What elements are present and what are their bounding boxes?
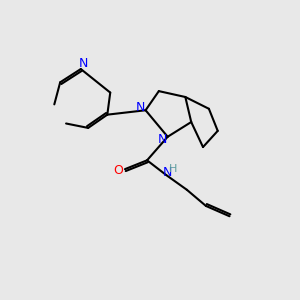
Text: N: N [136,101,145,114]
Text: N: N [79,57,88,70]
Text: N: N [158,133,167,146]
Text: H: H [169,164,178,173]
Text: O: O [114,164,123,177]
Text: N: N [163,166,172,178]
